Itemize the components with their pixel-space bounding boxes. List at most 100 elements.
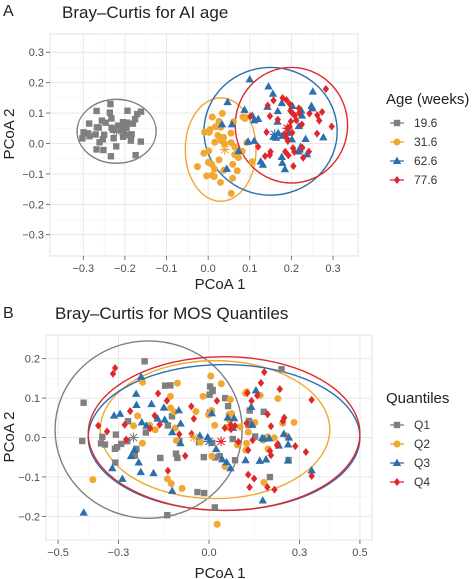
point-Q4	[276, 385, 283, 394]
panel-b-points	[79, 358, 316, 528]
legend-key-Q2	[390, 440, 404, 448]
point-Q2	[243, 439, 251, 447]
point-Q3	[136, 467, 145, 476]
point-Q1	[245, 421, 252, 429]
centroid-77-6	[282, 123, 293, 134]
point-Q1	[141, 358, 148, 365]
panel-b-legend: Quantiles Q1 Q2 Q3 Q4	[386, 390, 449, 489]
point-19-6	[122, 131, 129, 139]
legend-label: Q4	[414, 475, 430, 489]
point-Q1	[211, 504, 218, 511]
point-Q4	[221, 424, 228, 433]
point-Q4	[244, 446, 252, 455]
point-19-6	[93, 124, 101, 131]
x-tick-label: −0.3	[72, 263, 94, 275]
point-Q3	[211, 444, 221, 453]
point-Q1	[209, 386, 216, 394]
point-Q4	[163, 396, 171, 405]
point-62-6	[277, 98, 286, 107]
point-31-6	[239, 113, 247, 121]
point-62-6	[264, 82, 273, 90]
y-tick-label: −0.3	[22, 230, 44, 242]
point-Q4	[264, 483, 271, 492]
point-Q2	[217, 380, 225, 388]
point-77-6	[286, 100, 294, 109]
point-Q4	[188, 429, 195, 438]
point-Q1	[97, 440, 105, 447]
panel-a-y-axis-title: PCoA 2	[1, 109, 18, 160]
point-Q1	[216, 452, 223, 460]
point-Q3	[134, 458, 143, 466]
panel-a-x-ticks: −0.3 −0.2 −0.1 0.0 0.1 0.2 0.3	[72, 256, 341, 275]
point-Q1	[168, 413, 176, 420]
legend-key-Q3	[390, 458, 404, 466]
point-Q4	[246, 483, 253, 492]
point-19-6	[137, 138, 144, 145]
point-62-6	[222, 164, 231, 172]
x-tick-label: 0.3	[325, 263, 340, 275]
point-Q4	[273, 441, 281, 450]
point-77-6	[287, 117, 294, 126]
panel-b-x-axis-title: PCoA 1	[195, 565, 246, 579]
point-62-6	[234, 146, 243, 155]
point-Q4	[182, 451, 189, 460]
point-Q2	[134, 412, 142, 420]
point-31-6	[215, 156, 223, 164]
point-Q2	[213, 520, 221, 528]
point-19-6	[100, 146, 107, 154]
point-Q4	[261, 368, 268, 377]
point-19-6	[114, 122, 122, 129]
point-Q3	[307, 466, 316, 474]
point-Q3	[241, 455, 250, 464]
point-Q2	[244, 428, 252, 436]
ellipse-Q2	[99, 359, 331, 500]
point-Q3	[176, 419, 185, 427]
y-tick-label: −0.1	[22, 169, 44, 181]
point-Q3	[149, 468, 158, 477]
point-Q2	[290, 418, 298, 426]
point-Q4	[271, 485, 278, 494]
point-Q2	[260, 478, 268, 486]
legend-key-77-6	[390, 176, 404, 184]
point-31-6	[215, 133, 223, 141]
point-77-6	[322, 84, 330, 93]
point-77-6	[289, 109, 297, 118]
point-Q4	[267, 422, 275, 431]
point-Q4	[103, 427, 111, 436]
point-Q4	[188, 402, 195, 411]
panel-a-legend-title: Age (weeks)	[386, 91, 469, 108]
point-Q1	[99, 433, 106, 441]
point-Q3	[283, 440, 293, 448]
legend-marker	[393, 138, 401, 146]
x-tick-label: −0.3	[108, 547, 130, 559]
point-77-6	[270, 96, 277, 105]
point-Q4	[279, 417, 287, 426]
centroid-31-6	[219, 144, 230, 155]
panel-a-centroids	[111, 123, 293, 155]
point-19-6	[107, 153, 115, 160]
legend-key-62-6	[390, 156, 404, 164]
point-Q4	[227, 420, 234, 429]
point-77-6	[313, 129, 321, 138]
legend-marker	[393, 440, 401, 448]
point-Q4	[292, 442, 299, 451]
point-Q1	[200, 453, 208, 461]
point-Q1	[229, 435, 236, 443]
point-Q1	[133, 445, 140, 453]
y-tick-label: 0.0	[25, 433, 40, 445]
point-19-6	[79, 135, 86, 142]
y-tick-label: 0.2	[25, 354, 40, 366]
point-Q3	[176, 438, 185, 447]
point-Q1	[117, 440, 125, 448]
point-Q3	[115, 409, 125, 417]
point-Q2	[274, 395, 282, 403]
point-31-6	[210, 173, 218, 181]
point-Q4	[154, 389, 162, 398]
point-Q2	[208, 452, 216, 460]
point-Q2	[199, 392, 207, 400]
legend-marker	[393, 176, 401, 184]
point-Q1	[164, 511, 171, 519]
point-19-6	[107, 100, 114, 108]
point-31-6	[231, 143, 239, 151]
